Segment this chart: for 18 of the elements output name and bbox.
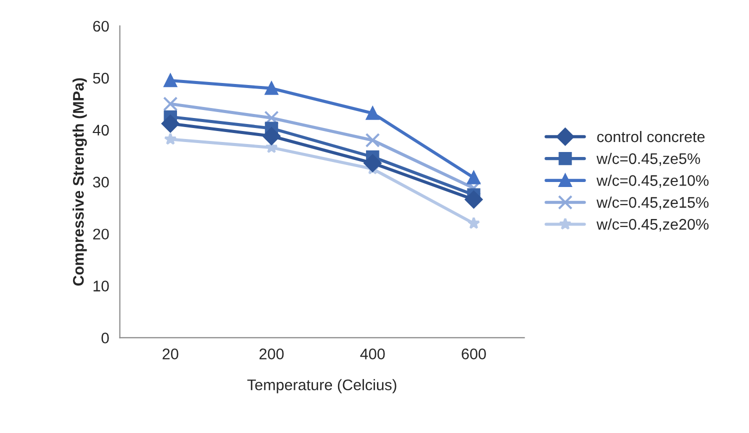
- y-tick-label: 10: [94, 280, 109, 292]
- legend-label: w/c=0.45,ze15%: [596, 196, 709, 210]
- y-tick-label: 30: [93, 176, 109, 188]
- y-tick-label: 40: [92, 124, 109, 136]
- y-tick-label: 60: [93, 20, 109, 32]
- y-tick-label: 20: [93, 228, 109, 240]
- x-tick-label: 400: [360, 348, 385, 360]
- y-tick-label: 0: [102, 332, 109, 344]
- x-tick-label: 20: [162, 348, 178, 360]
- x-tick-label: 200: [260, 348, 284, 360]
- y-tick-label: 50: [93, 72, 109, 84]
- y-axis-title: Compressive Strength (MPa): [72, 78, 87, 286]
- legend-label: w/c=0.45,ze10%: [596, 174, 709, 188]
- legend-label: control concrete: [597, 130, 705, 142]
- x-axis-title: Temperature (Celcius): [247, 379, 396, 394]
- legend-label: w/c=0.45,ze5%: [596, 152, 700, 166]
- legend-label: w/c=0.45,ze20%: [596, 218, 709, 232]
- x-tick-label: 600: [462, 348, 486, 360]
